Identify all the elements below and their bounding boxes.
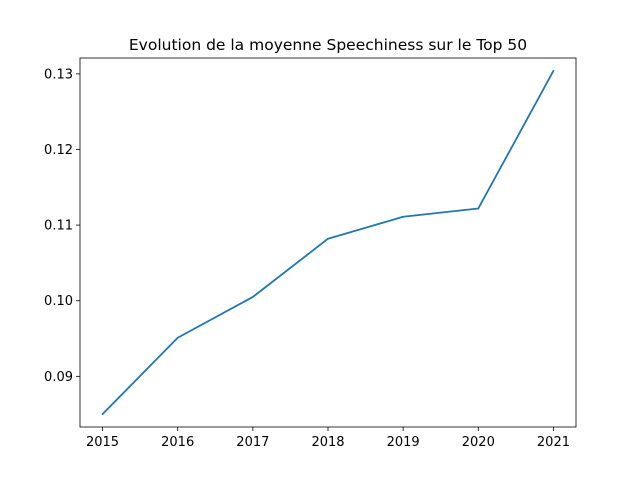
x-tick-label: 2019: [387, 435, 420, 450]
x-tick-label: 2018: [311, 435, 344, 450]
x-axis: 2015 2016 2017 2018 2019 2020 2021: [86, 427, 570, 450]
data-point: [402, 215, 405, 218]
x-tick-label: 2021: [537, 435, 570, 450]
chart-title: Evolution de la moyenne Speechiness sur …: [129, 36, 527, 54]
y-tick-label: 0.11: [44, 219, 73, 234]
data-point: [176, 336, 179, 339]
y-tick-label: 0.12: [44, 143, 73, 158]
y-tick-label: 0.09: [44, 370, 73, 385]
data-point: [552, 69, 555, 72]
x-tick-label: 2016: [161, 435, 194, 450]
data-point: [101, 413, 104, 416]
x-tick-label: 2020: [462, 435, 495, 450]
plot-area-frame: [79, 57, 577, 428]
series-layer: [101, 69, 555, 416]
x-tick-label: 2015: [86, 435, 119, 450]
y-axis: 0.09 0.10 0.11 0.12 0.13: [44, 67, 80, 385]
x-tick-label: 2017: [236, 435, 269, 450]
y-tick-label: 0.13: [44, 67, 73, 82]
data-point: [327, 237, 329, 240]
series-line: [101, 70, 555, 415]
data-point: [251, 296, 254, 298]
data-point: [477, 207, 480, 210]
y-tick-label: 0.10: [44, 294, 73, 309]
